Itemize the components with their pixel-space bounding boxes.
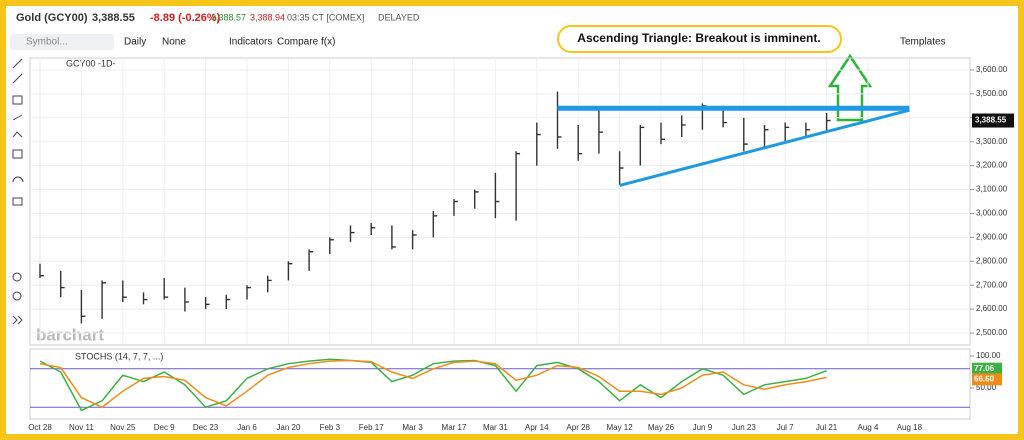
trendline <box>619 108 910 187</box>
y-tick-label: 3,600.00 <box>976 65 1008 74</box>
x-tick-label: May 26 <box>648 423 675 432</box>
y-tick-label: 50.00 <box>976 383 997 392</box>
x-tick-label: Apr 28 <box>566 423 590 432</box>
x-tick-label: Jan 20 <box>276 423 301 432</box>
frame <box>6 6 1018 434</box>
x-tick-label: Jul 21 <box>816 423 838 432</box>
x-tick-label: Jun 9 <box>693 423 713 432</box>
stoch-tag <box>972 373 1002 386</box>
x-tick-label: Mar 3 <box>402 423 423 432</box>
y-tick-label: 3,100.00 <box>976 185 1008 194</box>
x-tick-label: Mar 31 <box>483 423 508 432</box>
symbol: Gold (GCY00) <box>16 12 88 24</box>
x-tick-label: Aug 4 <box>858 423 879 432</box>
y-tick-label: 3,000.00 <box>976 209 1008 218</box>
x-tick-label: Feb 17 <box>359 423 384 432</box>
annotation-text: Ascending Triangle: Breakout is imminent… <box>577 31 820 45</box>
x-tick-label: Dec 23 <box>193 423 219 432</box>
price: 3,388.55 <box>92 12 135 24</box>
compare[interactable]: Compare <box>277 37 319 48</box>
watermark: barchart <box>36 325 104 344</box>
y-tick-label: 3,500.00 <box>976 89 1008 98</box>
y-tick-label: 3,200.00 <box>976 161 1008 170</box>
templates[interactable]: Templates <box>900 37 946 48</box>
stoch-label: STOCHS (14, 7, 7, ...) <box>75 351 163 361</box>
y-tick-label: 2,500.00 <box>976 328 1008 337</box>
y-tick-label: 3,300.00 <box>976 137 1008 146</box>
x-tick-label: Jan 6 <box>237 423 257 432</box>
annotation-box <box>557 25 842 53</box>
left-toolbar <box>12 58 24 325</box>
stoch-line <box>39 358 827 412</box>
x-tick-label: Oct 28 <box>28 423 52 432</box>
y-tick-label: 2,900.00 <box>976 232 1008 241</box>
search-placeholder[interactable]: Symbol... <box>26 37 68 48</box>
y-tick-label: 2,800.00 <box>976 256 1008 265</box>
main-panel <box>29 57 971 346</box>
x-tick-label: Nov 25 <box>110 423 136 432</box>
x-tick-label: May 12 <box>606 423 633 432</box>
x-tick-label: Feb 3 <box>320 423 341 432</box>
bid: 3,388.57 <box>211 12 246 22</box>
ask: 3,388.94 <box>250 12 285 22</box>
y-tick-label: 2,600.00 <box>976 304 1008 313</box>
y-tick-label: 2,700.00 <box>976 280 1008 289</box>
main-label: GCY00 -1D- <box>66 58 116 68</box>
x-tick-label: Mar 17 <box>442 423 467 432</box>
search-box[interactable] <box>10 34 114 50</box>
time: 03:35 CT [COMEX] <box>287 12 364 22</box>
status: DELAYED <box>378 12 420 22</box>
interval[interactable]: Daily <box>124 37 146 48</box>
stoch-tag <box>972 362 1002 375</box>
breakout-arrow <box>827 53 873 122</box>
x-tick-label: Jun 23 <box>732 423 757 432</box>
stoch-tag-label: 77.06 <box>974 364 995 373</box>
x-tick-label: Jul 7 <box>777 423 794 432</box>
chart-style[interactable]: None <box>162 37 186 48</box>
x-tick-label: Apr 14 <box>525 423 549 432</box>
stoch-panel <box>29 348 971 420</box>
stoch-tag-label: 66.60 <box>974 374 995 383</box>
stoch-line <box>39 359 827 409</box>
x-tick-label: Dec 9 <box>154 423 175 432</box>
y-tick-label: 100.00 <box>976 351 1001 360</box>
fx[interactable]: f(x) <box>321 37 335 48</box>
x-tick-label: Nov 11 <box>69 423 94 432</box>
change: -8.89 (-0.26%) <box>150 12 221 24</box>
indicators[interactable]: Indicators <box>229 37 272 48</box>
price-tag-label: 3,388.55 <box>975 116 1007 125</box>
price-tag <box>972 113 1014 128</box>
x-tick-label: Aug 18 <box>897 423 923 432</box>
